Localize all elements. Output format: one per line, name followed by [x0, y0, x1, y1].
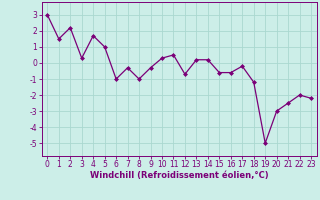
- X-axis label: Windchill (Refroidissement éolien,°C): Windchill (Refroidissement éolien,°C): [90, 171, 268, 180]
